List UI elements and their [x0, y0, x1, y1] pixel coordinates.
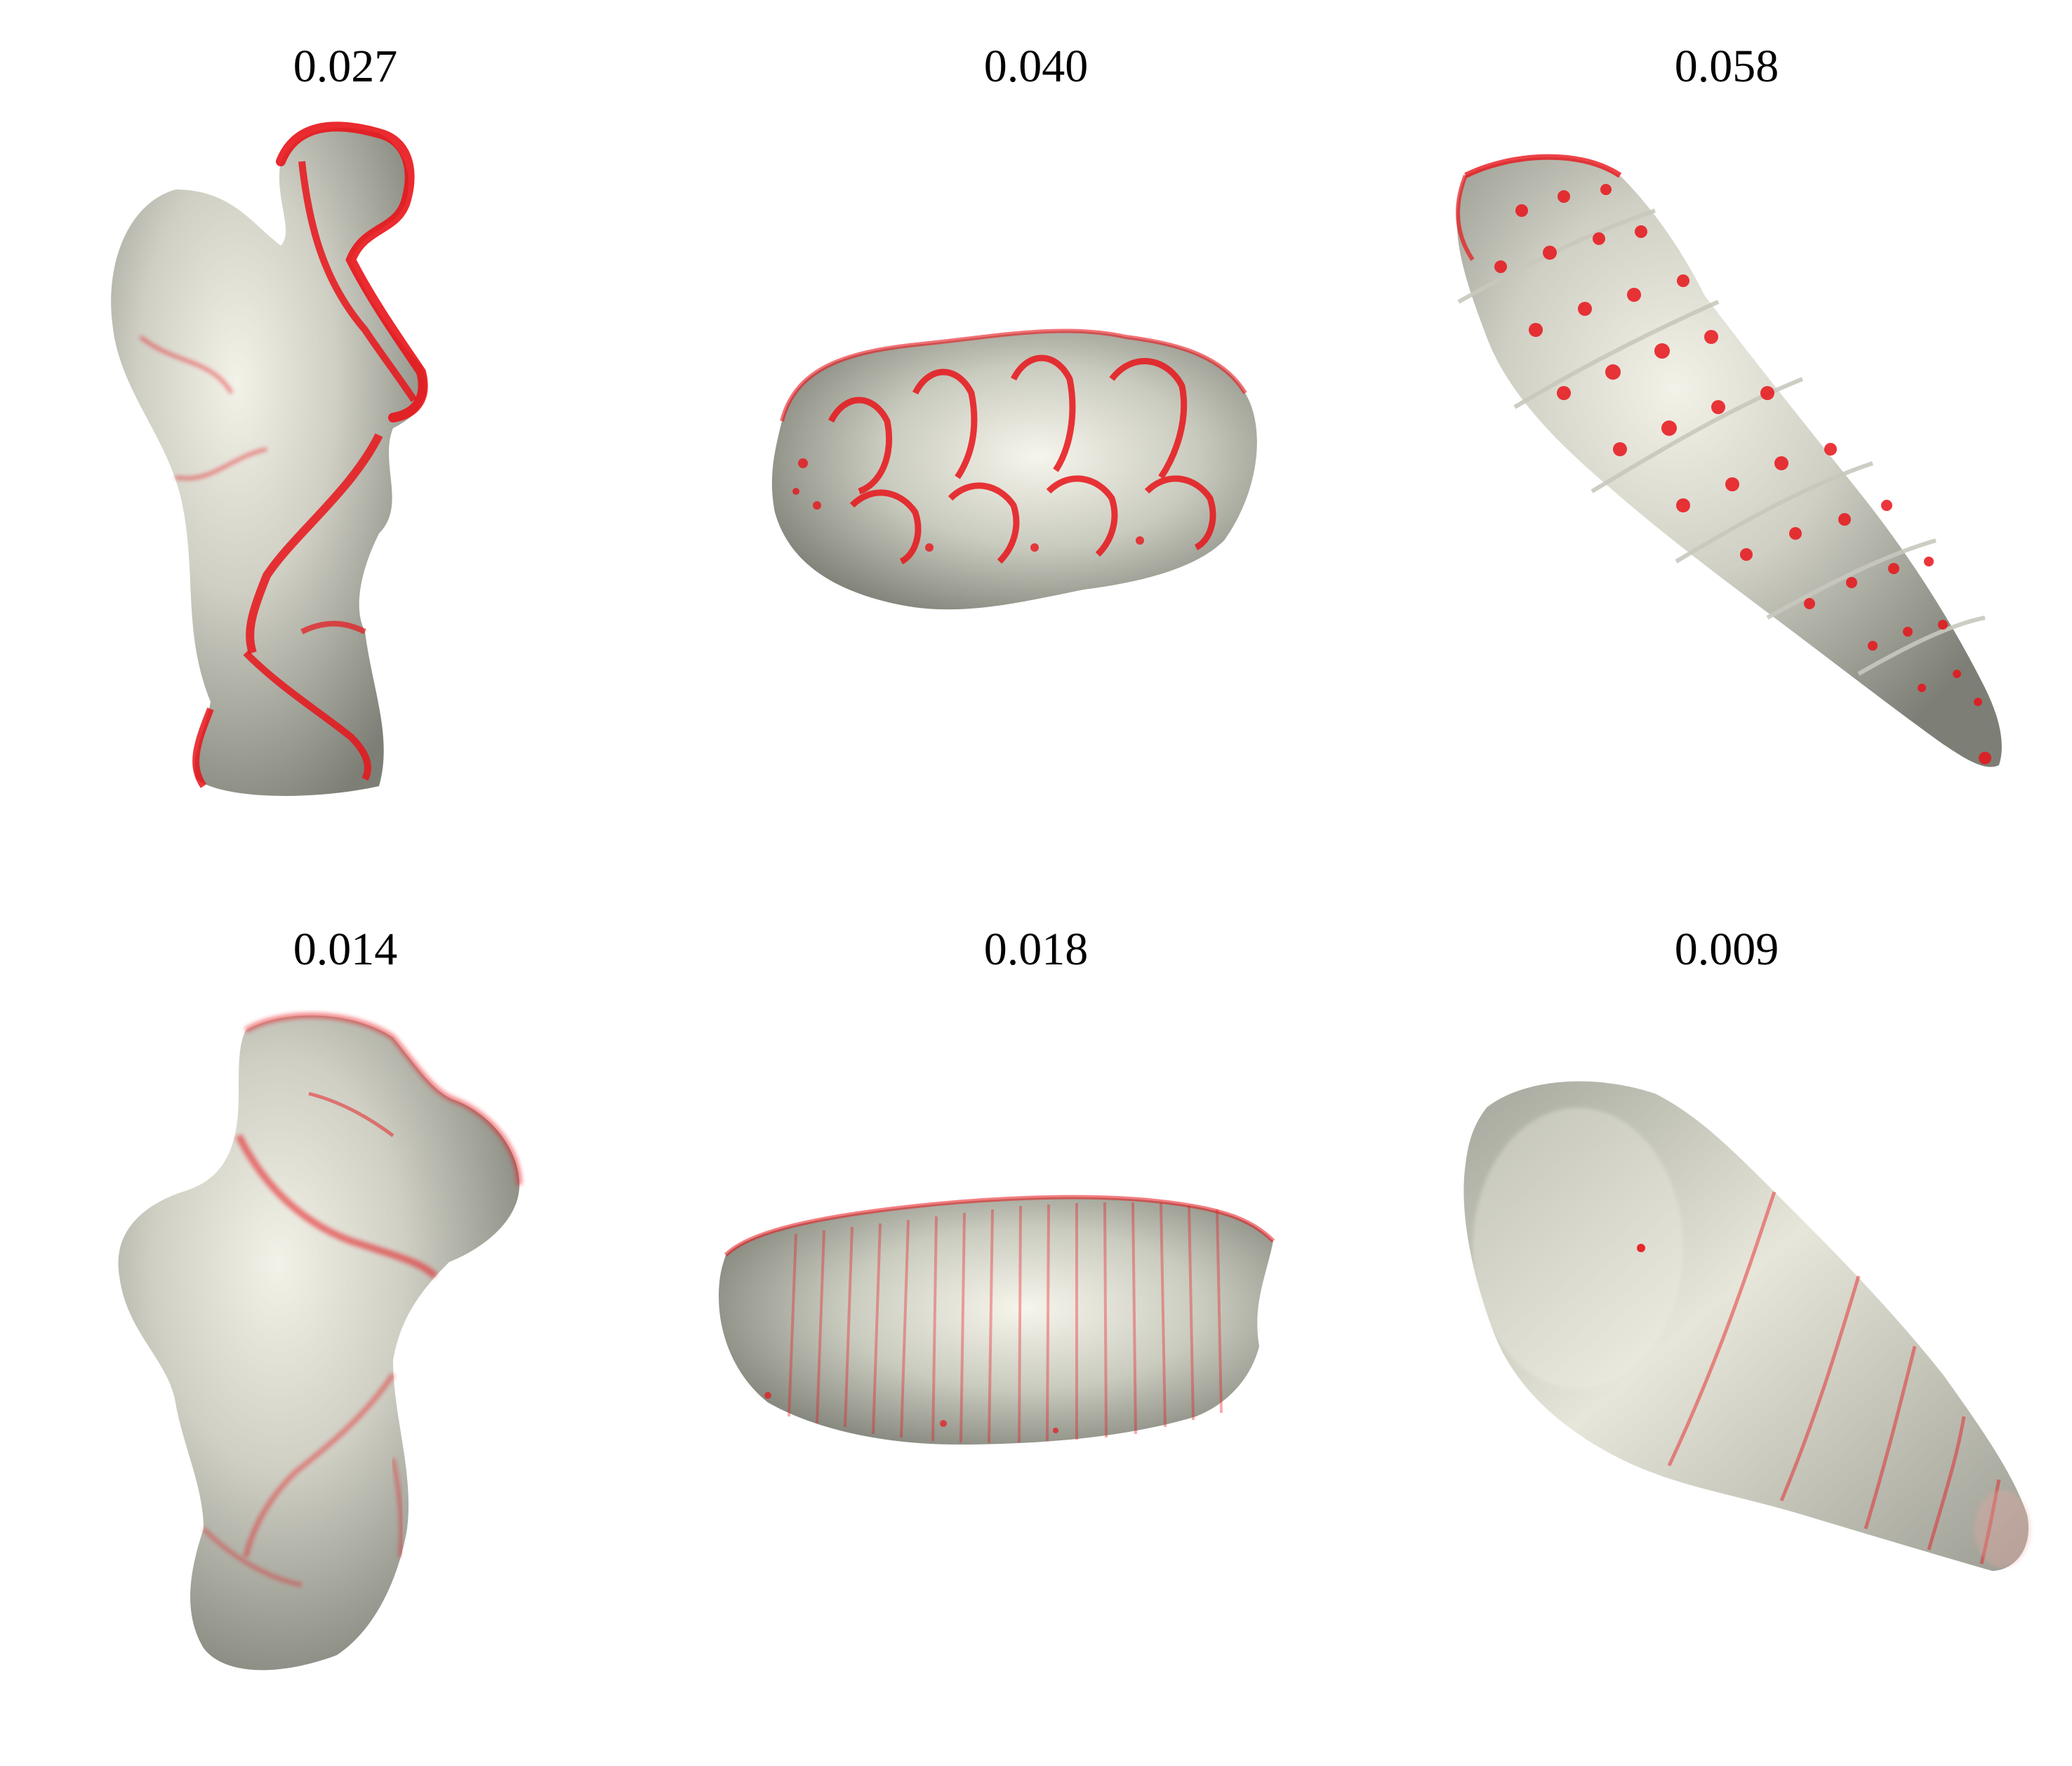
- specimen-molar-heavy: [771, 328, 1257, 610]
- value-label: 0.014: [293, 924, 398, 975]
- panel-top-middle: 0.040: [691, 0, 1381, 883]
- value-label: 0.018: [983, 924, 1089, 975]
- specimen-bone-heavy: [111, 121, 428, 796]
- specimen-smooth-shell: [1463, 1081, 2031, 1571]
- specimen-bone-light: [118, 1012, 522, 1671]
- panel-bottom-left: 0.014: [0, 883, 691, 1766]
- specimen-turreted-shell: [1456, 154, 2002, 767]
- panel-top-right: 0.058: [1381, 0, 2072, 883]
- panel-bottom-right: 0.009: [1381, 883, 2072, 1766]
- panel-bottom-middle: 0.018: [691, 883, 1381, 1766]
- specimen-molar-light: [719, 1195, 1275, 1445]
- panel-top-left: 0.027: [0, 0, 691, 883]
- value-label: 0.027: [293, 41, 398, 92]
- value-label: 0.040: [983, 41, 1089, 92]
- value-label: 0.058: [1674, 41, 1779, 92]
- value-label: 0.009: [1674, 924, 1779, 975]
